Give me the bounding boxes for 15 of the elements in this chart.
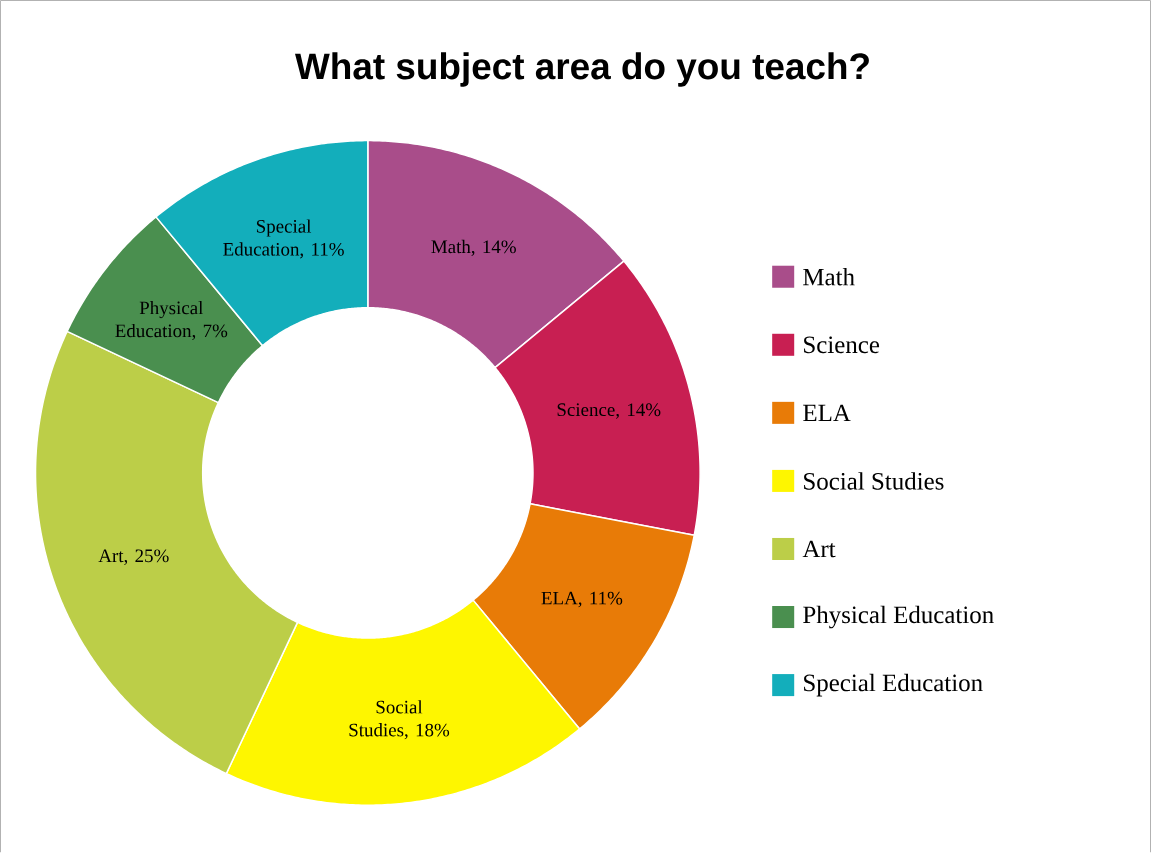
data-label: ELA, 11%	[541, 591, 623, 608]
data-label: Science, 14%	[557, 403, 661, 419]
legend-label: Art	[802, 540, 836, 558]
data-label: Social Studies, 18%	[349, 700, 450, 740]
data-label: Physical Education, 7%	[115, 301, 228, 341]
legend-label: Special Education	[804, 673, 983, 697]
chart-title: What subject area do you teach?	[295, 52, 869, 87]
legend-label: Physical Education	[803, 605, 994, 629]
legend-label: Science	[804, 336, 880, 354]
data-label: Special Education, 11%	[223, 219, 344, 259]
data-label: Math, 14%	[431, 239, 516, 256]
data-label: Art, 25%	[98, 549, 169, 566]
legend-label: Math	[803, 268, 855, 286]
legend-label: Social Studies	[804, 472, 944, 490]
legend-label: ELA	[803, 404, 851, 422]
